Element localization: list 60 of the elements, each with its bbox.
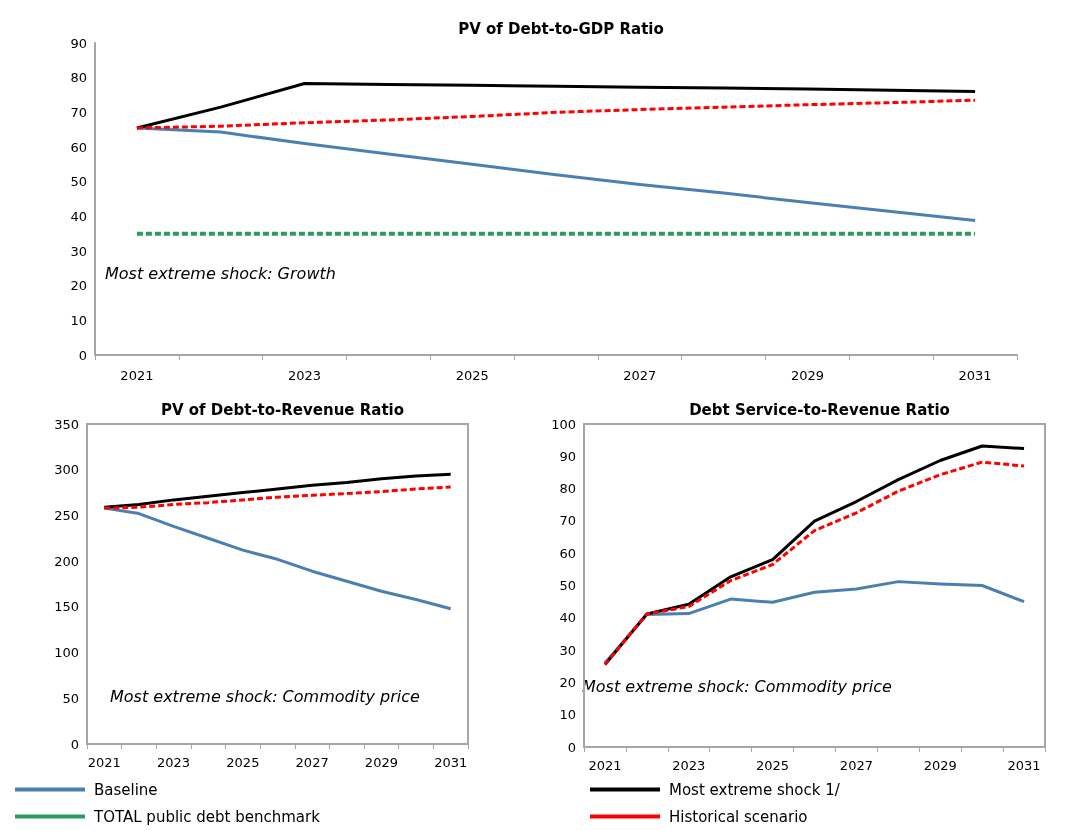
y-tick-label: 50 [62,690,79,706]
y-tick-label: 40 [70,208,87,224]
x-tick-label: 2023 [157,755,191,770]
x-tick-label: 2027 [623,368,657,383]
y-tick-label: 150 [54,599,79,615]
line-series [135,98,977,130]
y-tick-label: 200 [54,553,79,569]
y-tick-label: 50 [70,174,87,190]
y-tick-label: 100 [54,645,79,661]
x-tick-label: 2027 [839,758,873,773]
x-tick-label: 2023 [288,368,322,383]
y-tick-label: 20 [70,278,87,294]
x-tick-label: 2031 [434,755,468,770]
x-tick-label: 2021 [588,758,622,773]
y-tick-label: 70 [70,104,87,120]
x-tick-label: 2025 [226,755,260,770]
y-tick-label: 0 [78,347,87,363]
y-tick-label: 70 [559,513,576,529]
y-tick-label: 0 [70,736,79,752]
y-tick-label: 90 [559,448,576,464]
chart-title: PV of Debt-to-Revenue Ratio [160,400,405,419]
y-tick-label: 60 [70,139,87,155]
x-tick-label: 2027 [295,755,329,770]
y-tick-label: 50 [559,578,576,593]
y-tick-label: 20 [559,674,576,690]
y-tick-label: 80 [559,481,576,497]
x-tick-label: 2025 [455,368,489,383]
chart-title: Debt Service-to-Revenue Ratio [689,400,950,419]
y-tick-label: 30 [559,642,576,658]
annotation: Most extreme shock: Growth [105,263,336,283]
x-tick-label: 2021 [120,368,154,383]
y-tick-label: 30 [70,243,87,259]
x-tick-label: 2031 [958,368,992,383]
legend-label: Most extreme shock 1/ [669,780,841,799]
x-tick-label: 2031 [1007,758,1041,773]
y-tick-label: 60 [559,545,576,561]
legend-label: Historical scenario [669,807,808,826]
line-series [135,126,977,222]
line-series [102,472,453,509]
y-tick-label: 80 [70,70,87,86]
x-tick-label: 2029 [790,368,824,383]
y-tick-label: 10 [559,707,576,723]
y-tick-label: 10 [70,312,87,328]
x-tick-label: 2021 [87,755,121,770]
line-series [102,485,453,510]
y-tick-label: 250 [54,507,79,523]
annotation: Most extreme shock: Commodity price [110,686,420,706]
y-tick-label: 90 [70,35,87,51]
legend-label: TOTAL public debt benchmark [93,807,321,826]
y-tick-label: 0 [567,739,576,755]
legend-label: Baseline [94,780,158,799]
x-tick-label: 2029 [923,758,957,773]
x-tick-label: 2025 [756,758,790,773]
x-tick-label: 2029 [364,755,398,770]
y-tick-label: 350 [54,416,79,432]
chart-title: PV of Debt-to-GDP Ratio [458,19,664,38]
y-tick-label: 100 [551,416,576,432]
y-tick-label: 300 [54,462,79,478]
y-tick-label: 40 [559,610,576,626]
x-tick-label: 2023 [672,758,706,773]
